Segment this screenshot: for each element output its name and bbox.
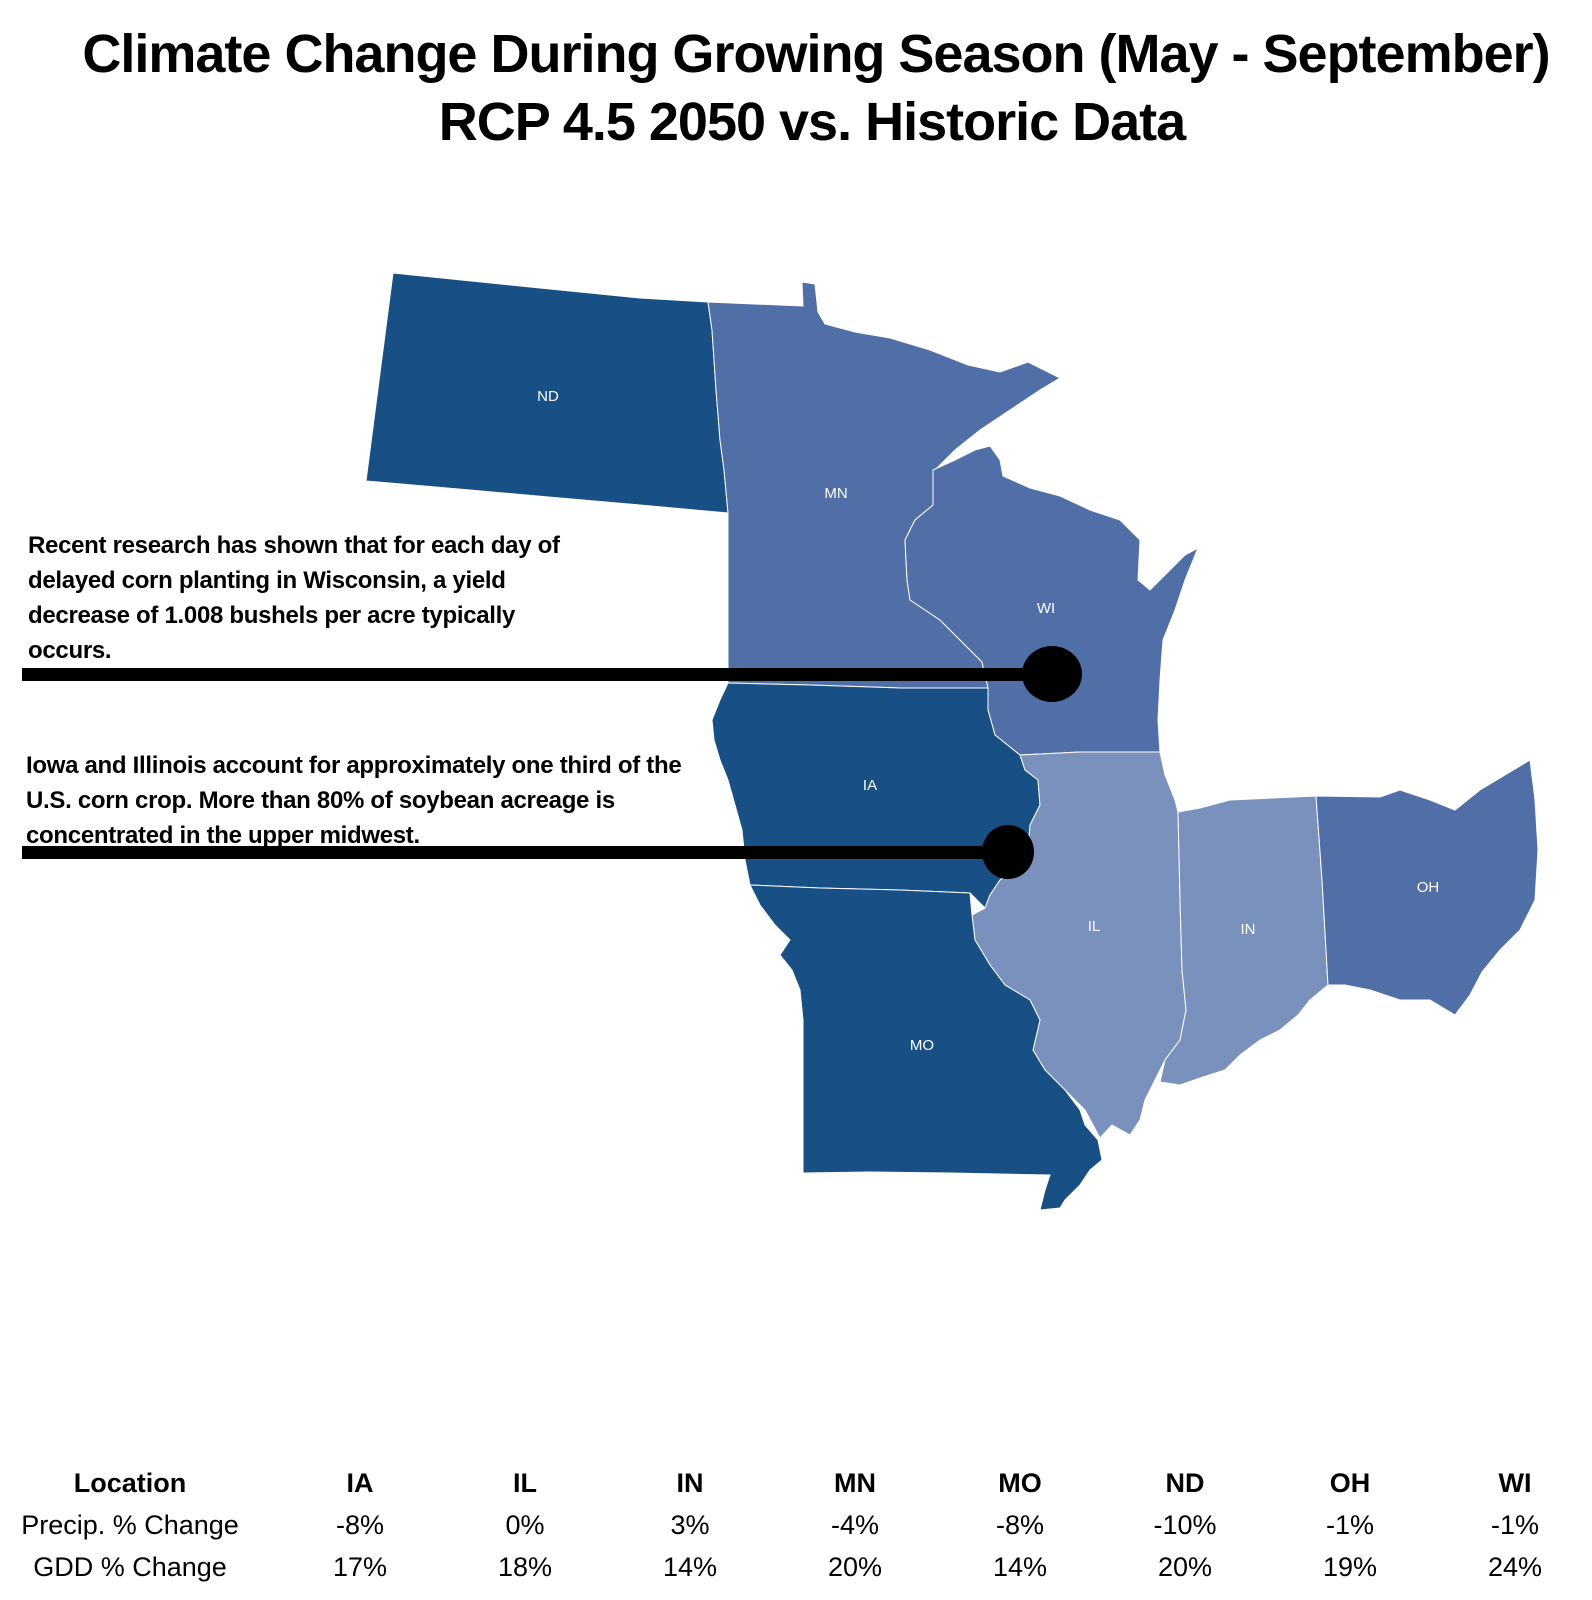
- table-cell: 0%: [505, 1509, 545, 1540]
- table-cell: -10%: [1153, 1509, 1217, 1540]
- table-header: MN: [834, 1467, 876, 1498]
- table-header: WI: [1498, 1467, 1532, 1498]
- table-cell: 14%: [992, 1551, 1048, 1582]
- table-row: Precip. % Change -8% 0% 3% -4% -8% -10% …: [0, 1504, 1580, 1546]
- table-cell: -1%: [1490, 1509, 1539, 1540]
- table-cell: -8%: [995, 1509, 1044, 1540]
- state-wi: [904, 445, 1199, 756]
- table-row: GDD % Change 17% 18% 14% 20% 14% 20% 19%…: [0, 1546, 1580, 1588]
- callout-dot-wisconsin: [1022, 646, 1082, 702]
- state-in: [1159, 795, 1329, 1086]
- table-header: IL: [513, 1467, 537, 1498]
- note-iowa-illinois: Iowa and Illinois account for approximat…: [26, 752, 682, 849]
- table-header: Location: [73, 1467, 187, 1498]
- title-line-1: Climate Change During Growing Season (Ma…: [82, 24, 1550, 84]
- table-cell: 14%: [662, 1551, 718, 1582]
- state-label-nd: ND: [537, 388, 559, 405]
- table-header: IN: [676, 1467, 704, 1498]
- table-cell: 24%: [1487, 1551, 1543, 1582]
- note-wisconsin: Recent research has shown that for each …: [28, 532, 560, 664]
- title-line-2: RCP 4.5 2050 vs. Historic Data: [438, 92, 1186, 152]
- table-cell: 19%: [1322, 1551, 1378, 1582]
- state-label-il: IL: [1088, 918, 1101, 935]
- state-label-wi: WI: [1037, 600, 1055, 617]
- state-oh: [1315, 759, 1539, 1016]
- table-header: IA: [346, 1467, 374, 1498]
- callout-dot-iowa-illinois: [982, 825, 1034, 879]
- state-label-ia: IA: [863, 777, 877, 794]
- state-label-in: IN: [1241, 921, 1256, 938]
- table-cell: -1%: [1325, 1509, 1374, 1540]
- table-cell: 17%: [332, 1551, 388, 1582]
- table-cell: 3%: [670, 1509, 710, 1540]
- row-label: GDD % Change: [33, 1551, 227, 1582]
- state-mo: [749, 884, 1103, 1211]
- state-label-oh: OH: [1417, 879, 1440, 896]
- table-cell: 20%: [1157, 1551, 1213, 1582]
- row-label: Precip. % Change: [21, 1509, 239, 1540]
- callout-line-wisconsin: [22, 668, 1052, 681]
- table-cell: 20%: [827, 1551, 883, 1582]
- state-label-mo: MO: [910, 1037, 934, 1054]
- table-header-row: Location IA IL IN MN MO ND OH WI: [0, 1462, 1580, 1504]
- table-cell: -8%: [335, 1509, 384, 1540]
- table-cell: -4%: [830, 1509, 879, 1540]
- state-label-mn: MN: [824, 485, 847, 502]
- callout-line-iowa-illinois: [22, 846, 1012, 859]
- table-header: MO: [998, 1467, 1042, 1498]
- table-cell: 18%: [497, 1551, 553, 1582]
- table-header: OH: [1329, 1467, 1371, 1498]
- table-header: ND: [1165, 1467, 1205, 1498]
- climate-table: Location IA IL IN MN MO ND OH WI Precip.…: [0, 1462, 1580, 1588]
